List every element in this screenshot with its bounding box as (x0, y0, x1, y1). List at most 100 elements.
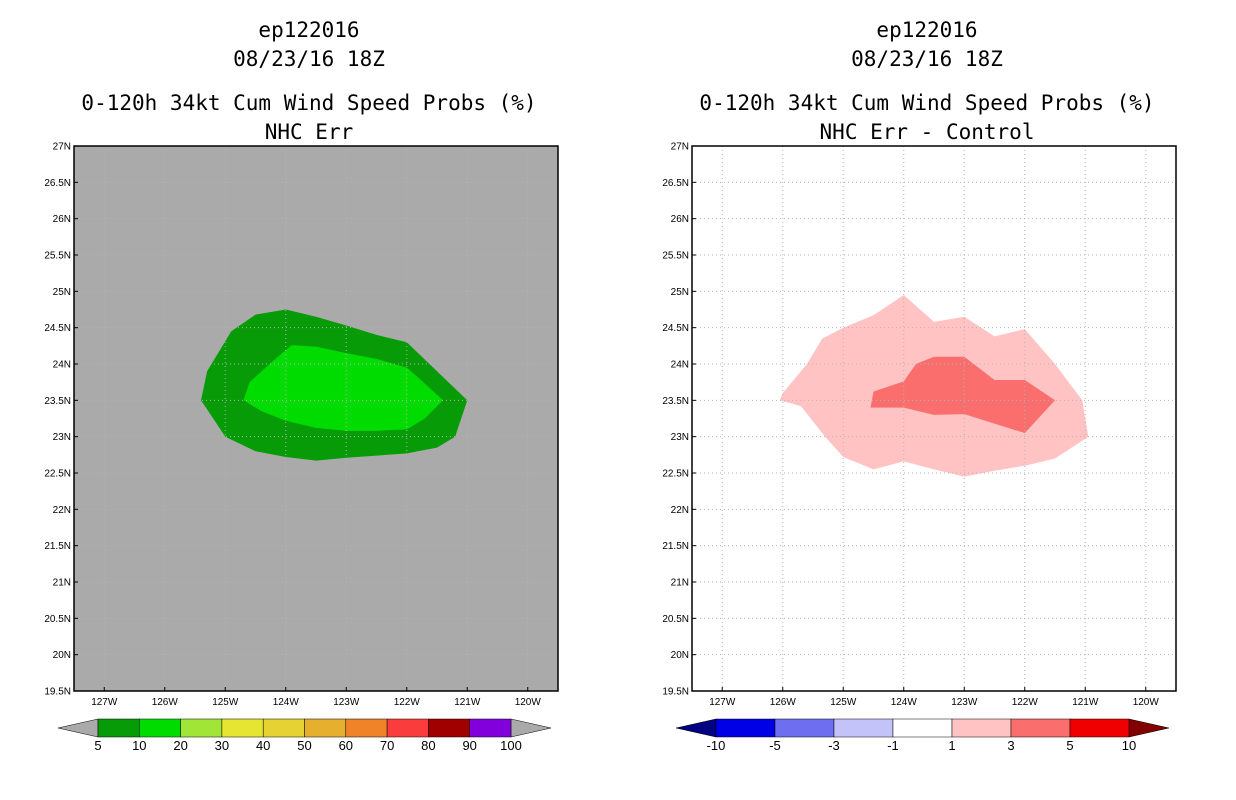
colorbar-over-arrow (1128, 718, 1170, 738)
colorbar-swatch (139, 718, 181, 738)
y-tick-label: 26N (53, 214, 71, 225)
chart-title: 0-120h 34kt Cum Wind Speed Probs (%) (699, 91, 1155, 115)
contour-10-20 (243, 345, 443, 431)
y-tick-label: 21N (53, 578, 71, 589)
left-chart-panel: ep122016 08/23/16 18Z 0-120h 34kt Cum Wi… (44, 18, 559, 753)
colorbar-swatch (304, 718, 347, 738)
difference-map-svg: 127W 126W 125W 124W 123W 122W 121W 120W 19.5N 20N… (662, 142, 1177, 753)
chart-subtitle: NHC Err - Control (819, 120, 1035, 144)
x-tick-label: 125W (830, 697, 857, 708)
y-tick-label: 23.5N (662, 396, 689, 407)
x-tick-label: 127W (91, 697, 118, 708)
colorbar-swatch (1010, 718, 1071, 738)
y-tick-label: 25.5N (662, 251, 689, 262)
colorbar-swatch (469, 718, 512, 738)
colorbar-swatch (833, 718, 894, 738)
y-tick-label: 27N (671, 142, 689, 153)
colorbar-swatch (951, 718, 1012, 738)
x-tick-label: 121W (454, 697, 481, 708)
x-tick-label: 126W (770, 697, 797, 708)
colorbar-swatch (345, 718, 388, 738)
y-tick-label: 24N (53, 360, 71, 371)
y-tick-label: 23N (671, 432, 689, 443)
colorbar-swatch (774, 718, 835, 738)
y-tick-label: 20.5N (662, 614, 689, 625)
y-tick-label: 26.5N (662, 178, 689, 189)
colorbar-label: 100 (500, 738, 522, 753)
colorbar-swatch (97, 718, 140, 738)
y-tick-label: 22.5N (662, 469, 689, 480)
colorbar-swatch (428, 718, 470, 738)
colorbar-label: 1 (948, 738, 955, 753)
y-tick-label: 21.5N (44, 541, 71, 552)
x-tick-label: 122W (394, 697, 421, 708)
colorbar-swatch (386, 718, 429, 738)
x-tick-label: 122W (1012, 697, 1039, 708)
colorbar-label: 10 (132, 738, 146, 753)
colorbar-label: 90 (462, 738, 476, 753)
x-tick-label: 123W (951, 697, 978, 708)
x-tick-label: 120W (1133, 697, 1160, 708)
y-tick-label: 21.5N (662, 541, 689, 552)
chart-title: 0-120h 34kt Cum Wind Speed Probs (%) (81, 91, 537, 115)
colorbar-label: 30 (215, 738, 229, 753)
chart-subtitle: NHC Err (264, 120, 354, 144)
colorbar-label: 3 (1007, 738, 1014, 753)
x-tick-label: 120W (515, 697, 542, 708)
x-tick-label: 125W (212, 697, 239, 708)
x-tick-label: 121W (1072, 697, 1099, 708)
colorbar-label: 5 (1066, 738, 1073, 753)
y-tick-label: 25N (671, 287, 689, 298)
forecast-date: 08/23/16 18Z (233, 47, 385, 71)
y-tick-label: 19.5N (662, 687, 689, 698)
colorbar-label: 50 (297, 738, 311, 753)
y-tick-label: 22N (53, 505, 71, 516)
colorbar-label: -3 (828, 738, 840, 753)
colorbar-label: 10 (1122, 738, 1136, 753)
colorbar-under-arrow (675, 718, 717, 738)
colorbar-label: -5 (769, 738, 781, 753)
wind-prob-map-svg: 127W 126W 125W 124W 123W 122W 121W 120W 19.5N 20N… (44, 142, 559, 753)
colorbar-label: -10 (707, 738, 726, 753)
y-tick-label: 26N (671, 214, 689, 225)
storm-id: ep122016 (258, 18, 360, 42)
y-tick-label: 22N (671, 505, 689, 516)
colorbar-label: 70 (380, 738, 394, 753)
x-tick-label: 123W (333, 697, 360, 708)
colorbar-swatch (180, 718, 223, 738)
y-tick-label: 22.5N (44, 469, 71, 480)
y-tick-label: 19.5N (44, 687, 71, 698)
y-tick-label: 24N (671, 360, 689, 371)
y-tick-label: 23N (53, 432, 71, 443)
colorbar-over-arrow (510, 718, 552, 738)
y-tick-label: 23.5N (44, 396, 71, 407)
plot-frame (73, 145, 559, 692)
y-tick-label: 20N (671, 650, 689, 661)
colorbar-label: 60 (339, 738, 353, 753)
y-tick-label: 27N (53, 142, 71, 153)
x-tick-label: 124W (273, 697, 300, 708)
colorbar-label: 5 (94, 738, 101, 753)
colorbar-swatch (262, 718, 305, 738)
plot-frame (691, 145, 1177, 692)
colorbar-swatch (221, 718, 264, 738)
y-tick-label: 26.5N (44, 178, 71, 189)
x-tick-label: 124W (891, 697, 918, 708)
colorbar-swatch (1069, 718, 1130, 738)
y-tick-label: 21N (671, 578, 689, 589)
colorbar-label: 80 (421, 738, 435, 753)
right-chart-panel: ep122016 08/23/16 18Z 0-120h 34kt Cum Wi… (618, 0, 1236, 800)
y-tick-label: 24.5N (662, 323, 689, 334)
y-tick-label: 20.5N (44, 614, 71, 625)
x-tick-label: 126W (152, 697, 179, 708)
colorbar-swatch (892, 718, 953, 738)
colorbar-swatch (715, 718, 776, 738)
storm-id: ep122016 (876, 18, 978, 42)
contour-3-5 (870, 356, 1055, 433)
y-tick-label: 25N (53, 287, 71, 298)
y-tick-label: 20N (53, 650, 71, 661)
x-tick-label: 127W (709, 697, 736, 708)
colorbar-label: -1 (887, 738, 899, 753)
colorbar-label: 20 (173, 738, 187, 753)
forecast-date: 08/23/16 18Z (851, 47, 1003, 71)
